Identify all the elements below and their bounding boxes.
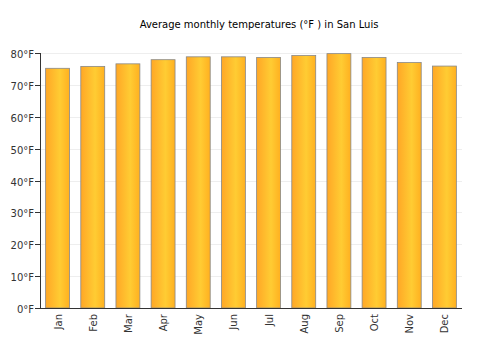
- bar: [46, 68, 70, 308]
- tick-mark: [35, 276, 40, 277]
- x-tick-label: Dec: [439, 314, 450, 333]
- tick-mark: [35, 181, 40, 182]
- bar: [186, 57, 210, 308]
- bars: [46, 54, 457, 308]
- chart-container: Average monthly temperatures (°F ) in Sa…: [0, 0, 500, 350]
- y-tick-label: 10°F: [11, 272, 35, 283]
- title: Average monthly temperatures (°F ) in Sa…: [140, 19, 379, 30]
- tick-mark: [35, 212, 40, 213]
- x-tick-label: Nov: [404, 314, 415, 334]
- tick-mark: [35, 244, 40, 245]
- x-tick-label: Jun: [228, 314, 239, 331]
- tick-mark: [35, 117, 40, 118]
- y-tick-label: 70°F: [11, 81, 35, 92]
- tick-mark: [35, 149, 40, 150]
- bar: [81, 66, 105, 308]
- x-tick-label: Sep: [334, 314, 345, 333]
- bar: [151, 60, 175, 308]
- tick-mark: [35, 53, 40, 54]
- y-tick-label: 0°F: [17, 304, 34, 315]
- y-axis: [40, 53, 41, 308]
- y-tick-label: 80°F: [11, 49, 35, 60]
- x-tick-label: Mar: [123, 313, 134, 333]
- bar: [292, 56, 316, 308]
- bar: [116, 64, 140, 308]
- x-tick-label: Feb: [88, 314, 99, 332]
- y-tick-label: 30°F: [11, 208, 35, 219]
- x-tick-label: May: [193, 314, 204, 335]
- bar: [257, 57, 281, 308]
- bar: [432, 66, 456, 308]
- bar: [362, 57, 386, 308]
- bar: [397, 63, 421, 308]
- bar: [327, 54, 351, 308]
- y-tick-label: 50°F: [11, 145, 35, 156]
- y-tick-label: 60°F: [11, 113, 35, 124]
- tick-mark: [35, 308, 40, 309]
- grid-line: [40, 308, 462, 309]
- grid-line: [40, 53, 462, 54]
- x-axis: [40, 308, 462, 309]
- x-tick-label: Oct: [369, 314, 380, 331]
- bar: [221, 57, 245, 308]
- x-tick-label: Jan: [53, 314, 64, 330]
- chart: Average monthly temperatures (°F ) in Sa…: [0, 0, 500, 350]
- y-tick-label: 40°F: [11, 177, 35, 188]
- x-tick-label: Aug: [299, 314, 310, 334]
- x-tick-label: Jul: [264, 314, 275, 327]
- tick-mark: [35, 85, 40, 86]
- x-tick-label: Apr: [158, 313, 169, 331]
- y-tick-label: 20°F: [11, 240, 35, 251]
